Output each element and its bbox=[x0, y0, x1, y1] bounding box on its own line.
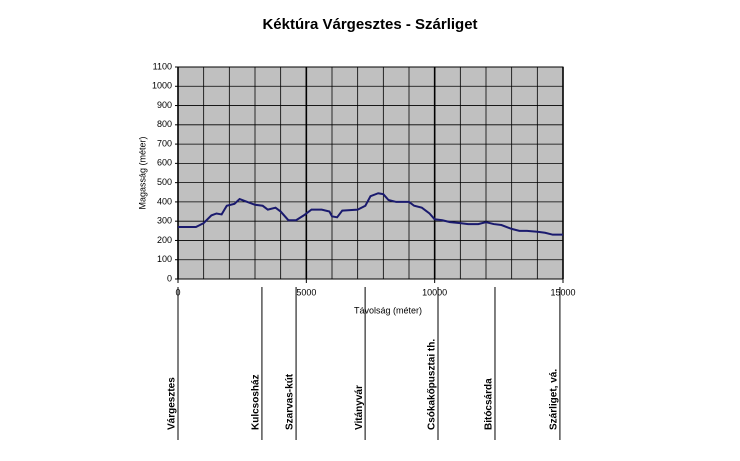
y-tick-label: 500 bbox=[157, 177, 172, 187]
y-tick-label: 800 bbox=[157, 119, 172, 129]
y-axis-label: Magasság (méter) bbox=[137, 136, 147, 209]
waypoint-label: Vitányvár bbox=[354, 385, 365, 430]
elevation-line bbox=[178, 192, 563, 236]
y-tick-label: 1100 bbox=[153, 61, 172, 71]
y-tick-label: 700 bbox=[157, 138, 172, 148]
x-axis-label: Távolság (méter) bbox=[354, 305, 422, 315]
x-tick-label: 10000 bbox=[422, 287, 447, 297]
y-tick-label: 200 bbox=[157, 235, 172, 245]
x-tick-label: 15000 bbox=[550, 287, 575, 297]
waypoint-label: Bitócsárda bbox=[484, 378, 495, 430]
waypoint-label: Várgesztes bbox=[167, 377, 178, 430]
waypoint-label: Csókakőpusztai th. bbox=[427, 339, 438, 430]
y-tick-label: 900 bbox=[157, 100, 172, 110]
y-tick-label: 0 bbox=[167, 273, 172, 283]
chart-title: Kéktúra Várgesztes - Szárliget bbox=[262, 16, 477, 33]
y-tick-label: 1000 bbox=[152, 81, 172, 91]
y-tick-label: 400 bbox=[157, 196, 172, 206]
plot-area bbox=[177, 66, 564, 280]
waypoint-label: Szarvas-kút bbox=[285, 373, 296, 430]
y-tick-label: 300 bbox=[157, 216, 172, 226]
y-tick-label: 100 bbox=[157, 254, 172, 264]
waypoint-label: Kulcsosház bbox=[251, 374, 262, 430]
y-tick-label: 600 bbox=[157, 158, 172, 168]
x-tick-label: 5000 bbox=[296, 287, 316, 297]
waypoint-label: Szárliget, vá. bbox=[549, 369, 560, 430]
